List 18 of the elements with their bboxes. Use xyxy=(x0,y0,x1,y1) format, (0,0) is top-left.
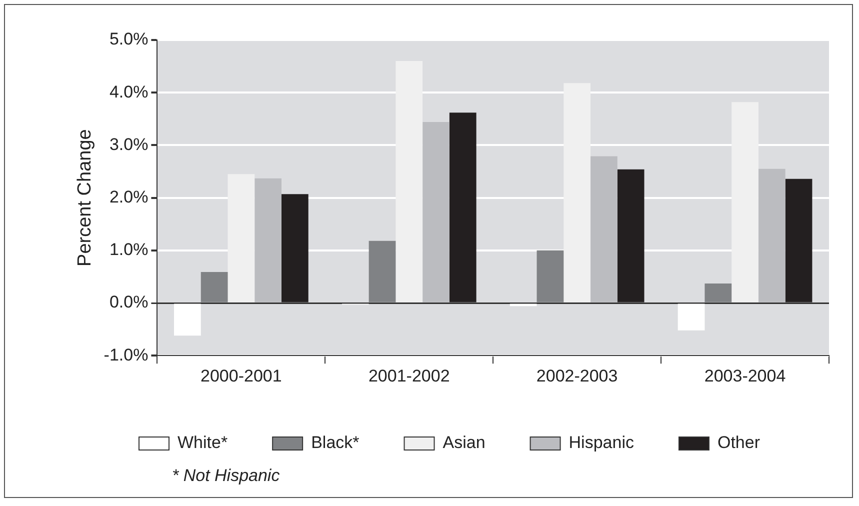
y-tick-label: 0.0% xyxy=(109,292,148,312)
x-tick-label: 2000-2001 xyxy=(200,366,282,386)
x-tick-label: 2002-2003 xyxy=(536,366,618,386)
x-tick-label: 2003-2004 xyxy=(704,366,786,386)
legend-label: Asian xyxy=(442,433,486,452)
legend-label: Hispanic xyxy=(568,433,634,452)
y-tick-label: 4.0% xyxy=(109,82,148,102)
legend-label: White* xyxy=(178,433,228,452)
y-tick-label: 1.0% xyxy=(109,240,148,260)
y-tick-label: -1.0% xyxy=(104,345,148,364)
y-tick-label: 3.0% xyxy=(109,134,148,154)
legend-label: Black* xyxy=(311,433,360,452)
y-tick-label: 2.0% xyxy=(109,187,148,206)
legend-label: Other xyxy=(717,433,760,452)
y-axis-title: Percent Change xyxy=(74,129,96,266)
y-tick-label: 5.0% xyxy=(109,30,148,49)
text: * Not Hispanic xyxy=(172,466,280,486)
x-tick-label: 2001-2002 xyxy=(368,366,450,386)
